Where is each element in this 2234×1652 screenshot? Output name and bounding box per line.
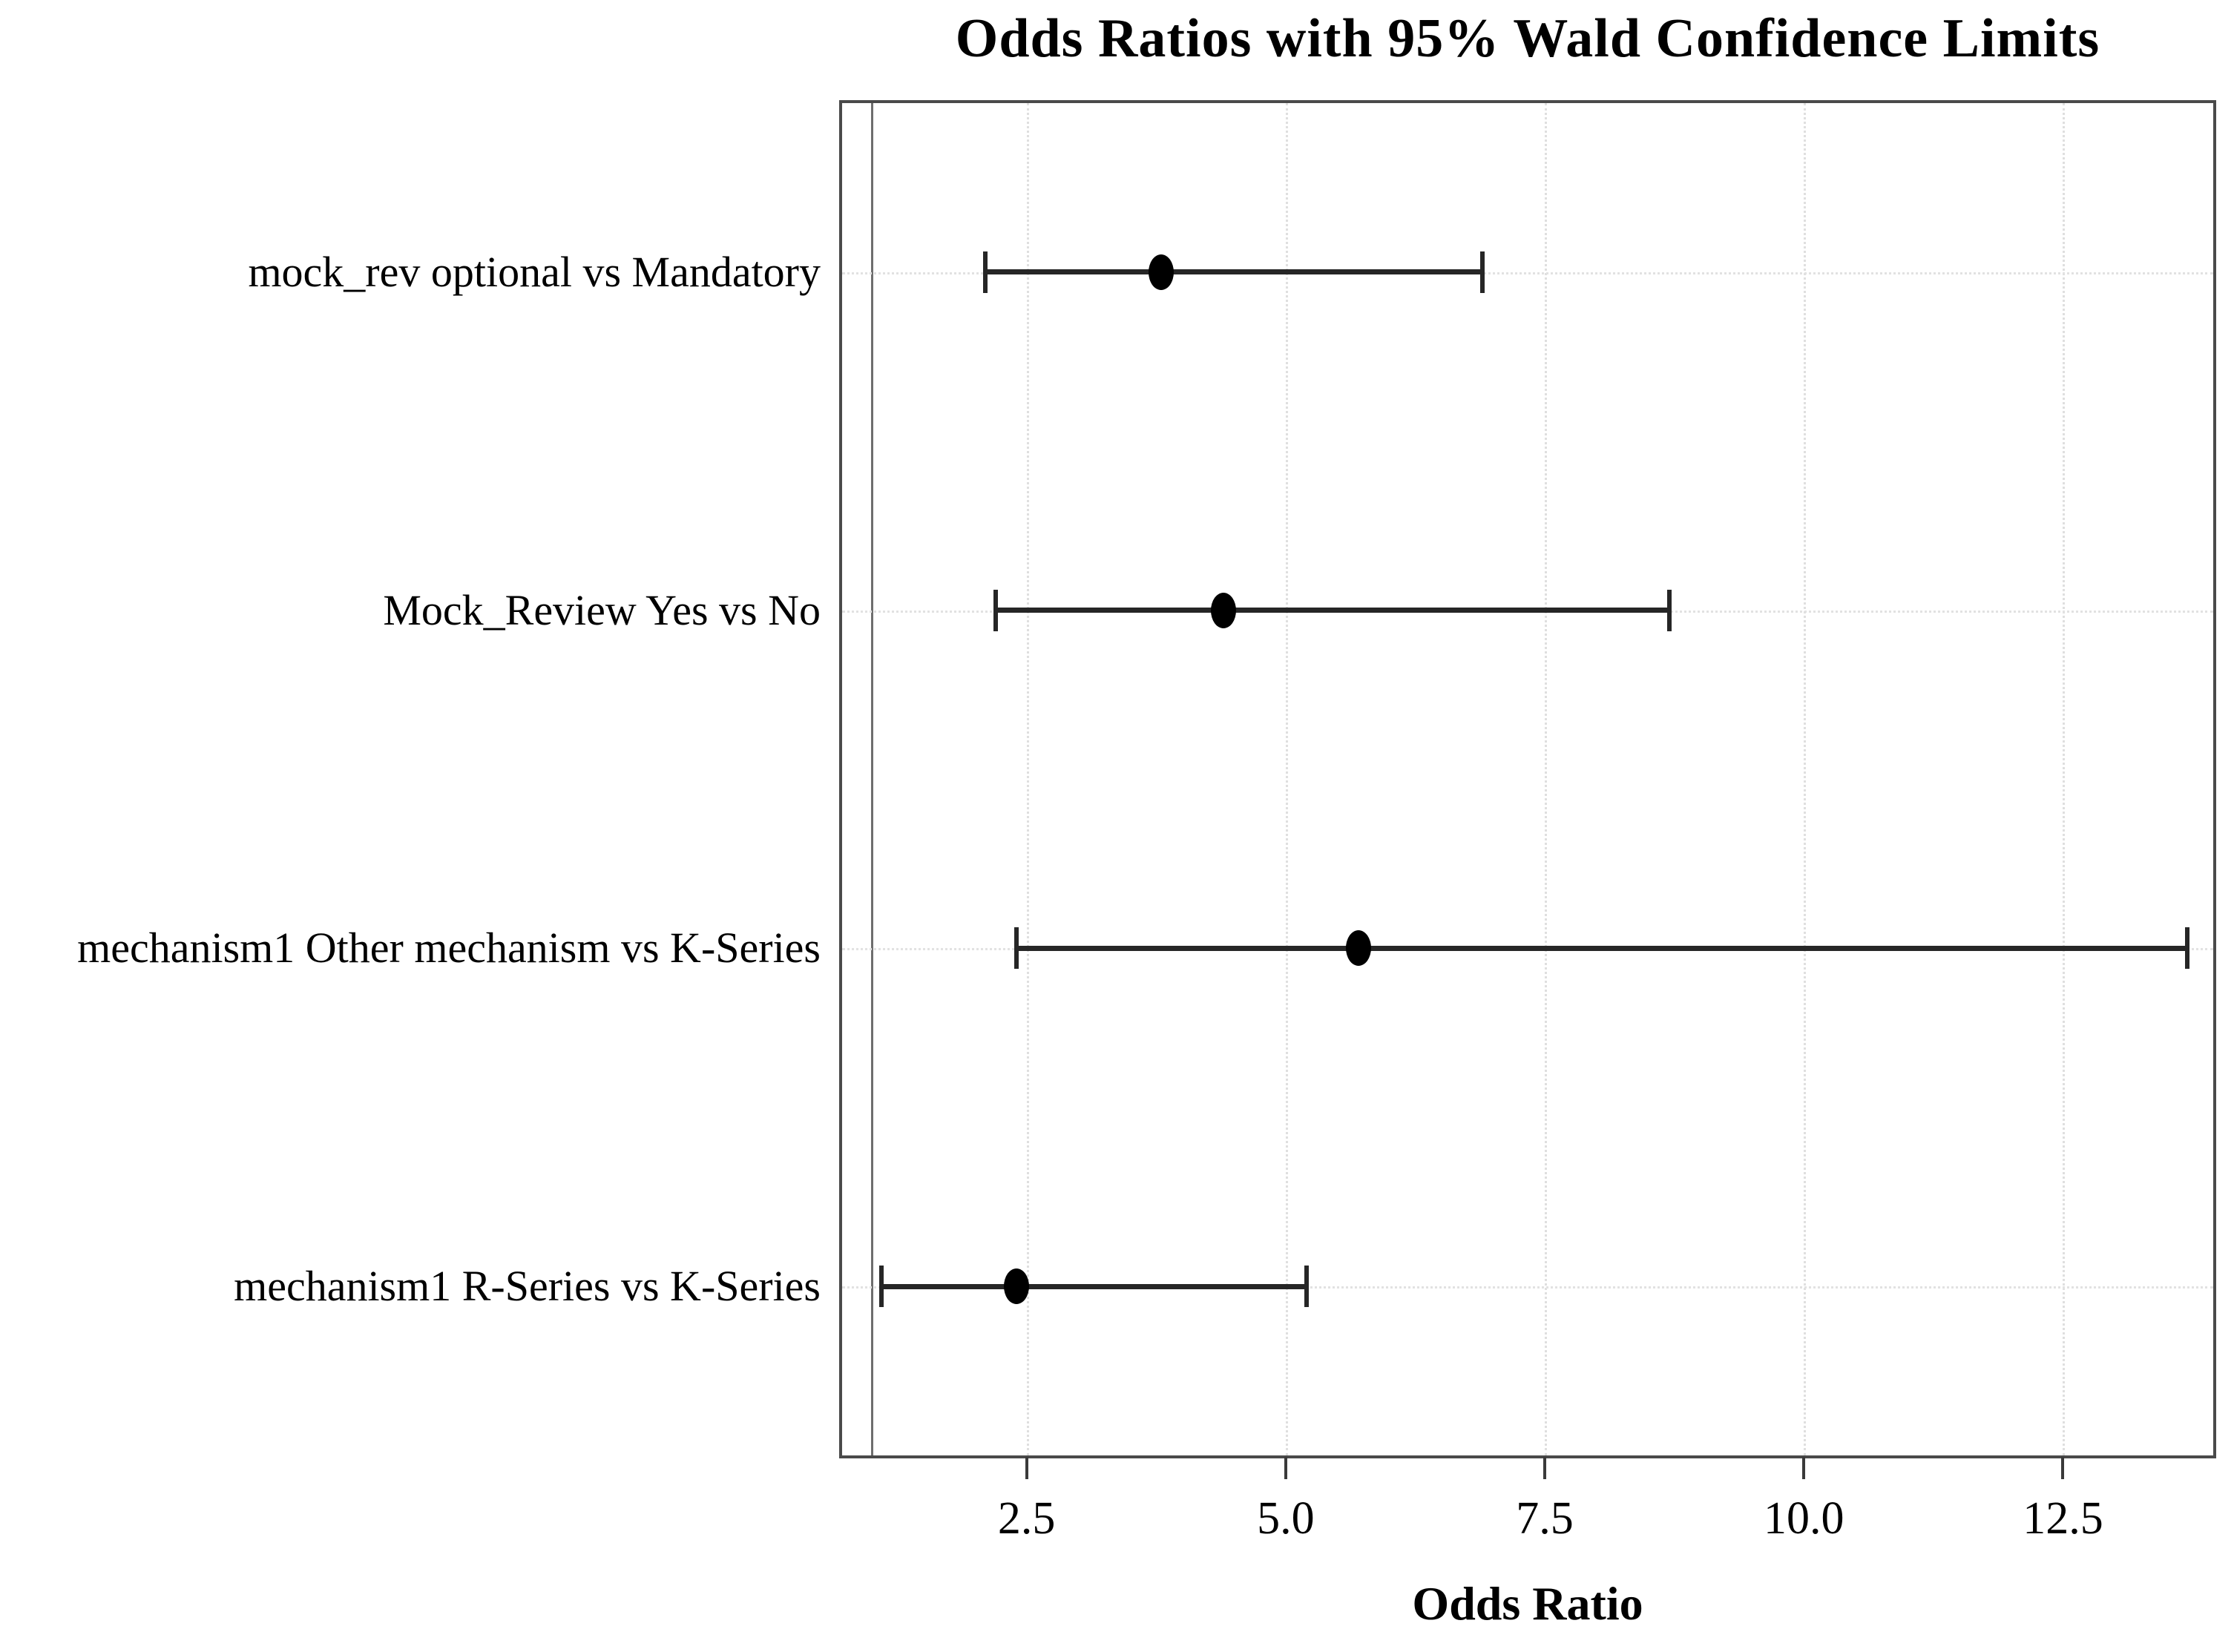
y-axis-label: Mock_Review Yes vs No (383, 585, 821, 634)
ci-upper-cap (2185, 927, 2190, 970)
x-tick-mark (1543, 1457, 1547, 1479)
ci-lower-cap (993, 589, 998, 631)
x-tick-label: 7.5 (1516, 1493, 1574, 1544)
ci-line (985, 269, 1483, 275)
x-tick-mark (1025, 1457, 1028, 1479)
ci-lower-cap (1013, 927, 1019, 970)
y-axis-label: mechanism1 R-Series vs K-Series (234, 1262, 821, 1311)
estimate-marker (1003, 1268, 1029, 1305)
y-axis-label: mock_rev optional vs Mandatory (248, 247, 821, 296)
estimate-marker (1149, 254, 1175, 290)
x-tick-mark (1284, 1457, 1287, 1479)
x-tick-mark (1802, 1457, 1806, 1479)
vertical-gridline (2063, 103, 2066, 1455)
x-axis-label: Odds Ratio (1412, 1577, 1643, 1630)
ci-line (881, 1283, 1307, 1289)
estimate-marker (1345, 930, 1371, 967)
x-tick-label: 10.0 (1764, 1493, 1844, 1544)
ci-upper-cap (1666, 589, 1672, 631)
x-tick-mark (2061, 1457, 2065, 1479)
ci-upper-cap (1304, 1266, 1309, 1308)
ci-lower-cap (982, 251, 988, 293)
x-tick-label: 12.5 (2023, 1493, 2103, 1544)
ci-upper-cap (1480, 251, 1485, 293)
ci-lower-cap (879, 1266, 884, 1308)
vertical-gridline (1285, 103, 1288, 1455)
ci-line (1016, 945, 2188, 951)
chart-title: Odds Ratios with 95% Wald Confidence Lim… (955, 8, 2100, 69)
ci-line (995, 608, 1669, 613)
estimate-marker (1211, 592, 1237, 628)
vertical-gridline (1026, 103, 1029, 1455)
x-tick-label: 2.5 (997, 1493, 1056, 1544)
horizontal-gridline (842, 1286, 2213, 1289)
horizontal-gridline (842, 272, 2213, 274)
y-axis-label: mechanism1 Other mechanism vs K-Series (77, 924, 821, 973)
x-tick-label: 5.0 (1257, 1493, 1315, 1544)
plot-area (839, 100, 2216, 1458)
vertical-gridline (1804, 103, 1807, 1455)
reference-line (871, 103, 874, 1455)
vertical-gridline (1545, 103, 1548, 1455)
